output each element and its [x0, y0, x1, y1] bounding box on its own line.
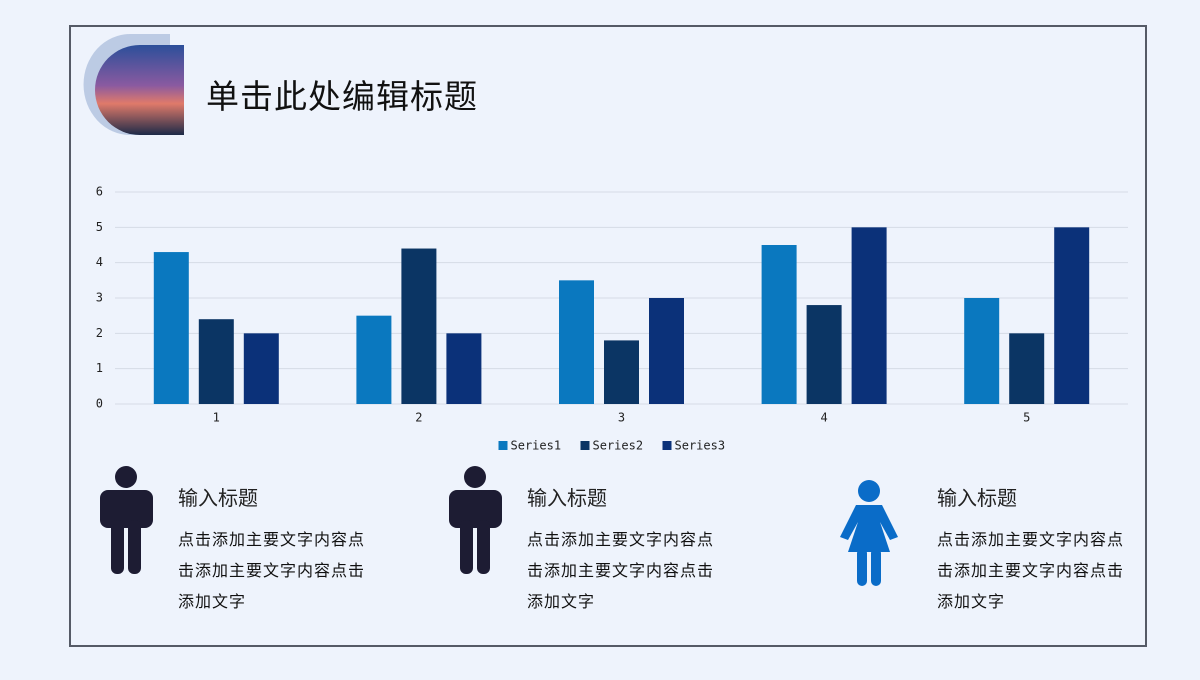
legend-label: Series1: [511, 439, 562, 453]
bar: [559, 280, 594, 404]
y-tick-label: 5: [96, 220, 103, 234]
y-tick-label: 3: [96, 291, 103, 305]
bar: [153, 252, 189, 404]
bar: [243, 333, 279, 404]
bar: [446, 333, 482, 404]
legend-swatch: [498, 441, 508, 450]
y-tick-label: 2: [96, 326, 103, 340]
y-tick-label: 1: [96, 361, 103, 375]
bar: [761, 245, 797, 404]
y-tick-label: 6: [96, 185, 103, 199]
bar: [401, 248, 437, 404]
x-tick-label: 2: [415, 411, 422, 425]
card-body: 点击添加主要文字内容点击添加主要文字内容点击添加文字: [527, 530, 715, 611]
slide-title: 单击此处编辑标题: [206, 77, 478, 116]
x-tick-label: 3: [618, 411, 625, 425]
card-body: 点击添加主要文字内容点击添加主要文字内容点击添加文字: [178, 530, 366, 611]
legend-label: Series2: [593, 439, 644, 453]
frame: [69, 25, 1147, 647]
person-icon: [449, 466, 502, 574]
legend-label: Series3: [675, 439, 726, 453]
x-tick-label: 1: [213, 411, 220, 425]
card-title: 输入标题: [937, 486, 1017, 510]
x-tick-label: 5: [1023, 411, 1030, 425]
y-tick-label: 0: [96, 397, 103, 411]
y-tick-label: 4: [96, 255, 103, 269]
card-title: 输入标题: [527, 486, 607, 510]
bar: [1054, 227, 1090, 404]
legend-swatch: [580, 441, 590, 450]
bar: [356, 315, 392, 404]
bar: [851, 227, 887, 404]
bar: [806, 305, 842, 404]
bar: [649, 298, 684, 404]
x-tick-label: 4: [820, 411, 827, 425]
bar: [198, 319, 234, 404]
card-title: 输入标题: [178, 486, 258, 510]
bar: [1009, 333, 1045, 404]
photo: [95, 45, 184, 135]
person-icon: [840, 480, 898, 586]
card-body: 点击添加主要文字内容点击添加主要文字内容点击添加文字: [937, 530, 1125, 611]
person-icon: [100, 466, 153, 574]
bar: [604, 340, 639, 404]
bar: [964, 298, 1000, 404]
legend-swatch: [662, 441, 672, 450]
